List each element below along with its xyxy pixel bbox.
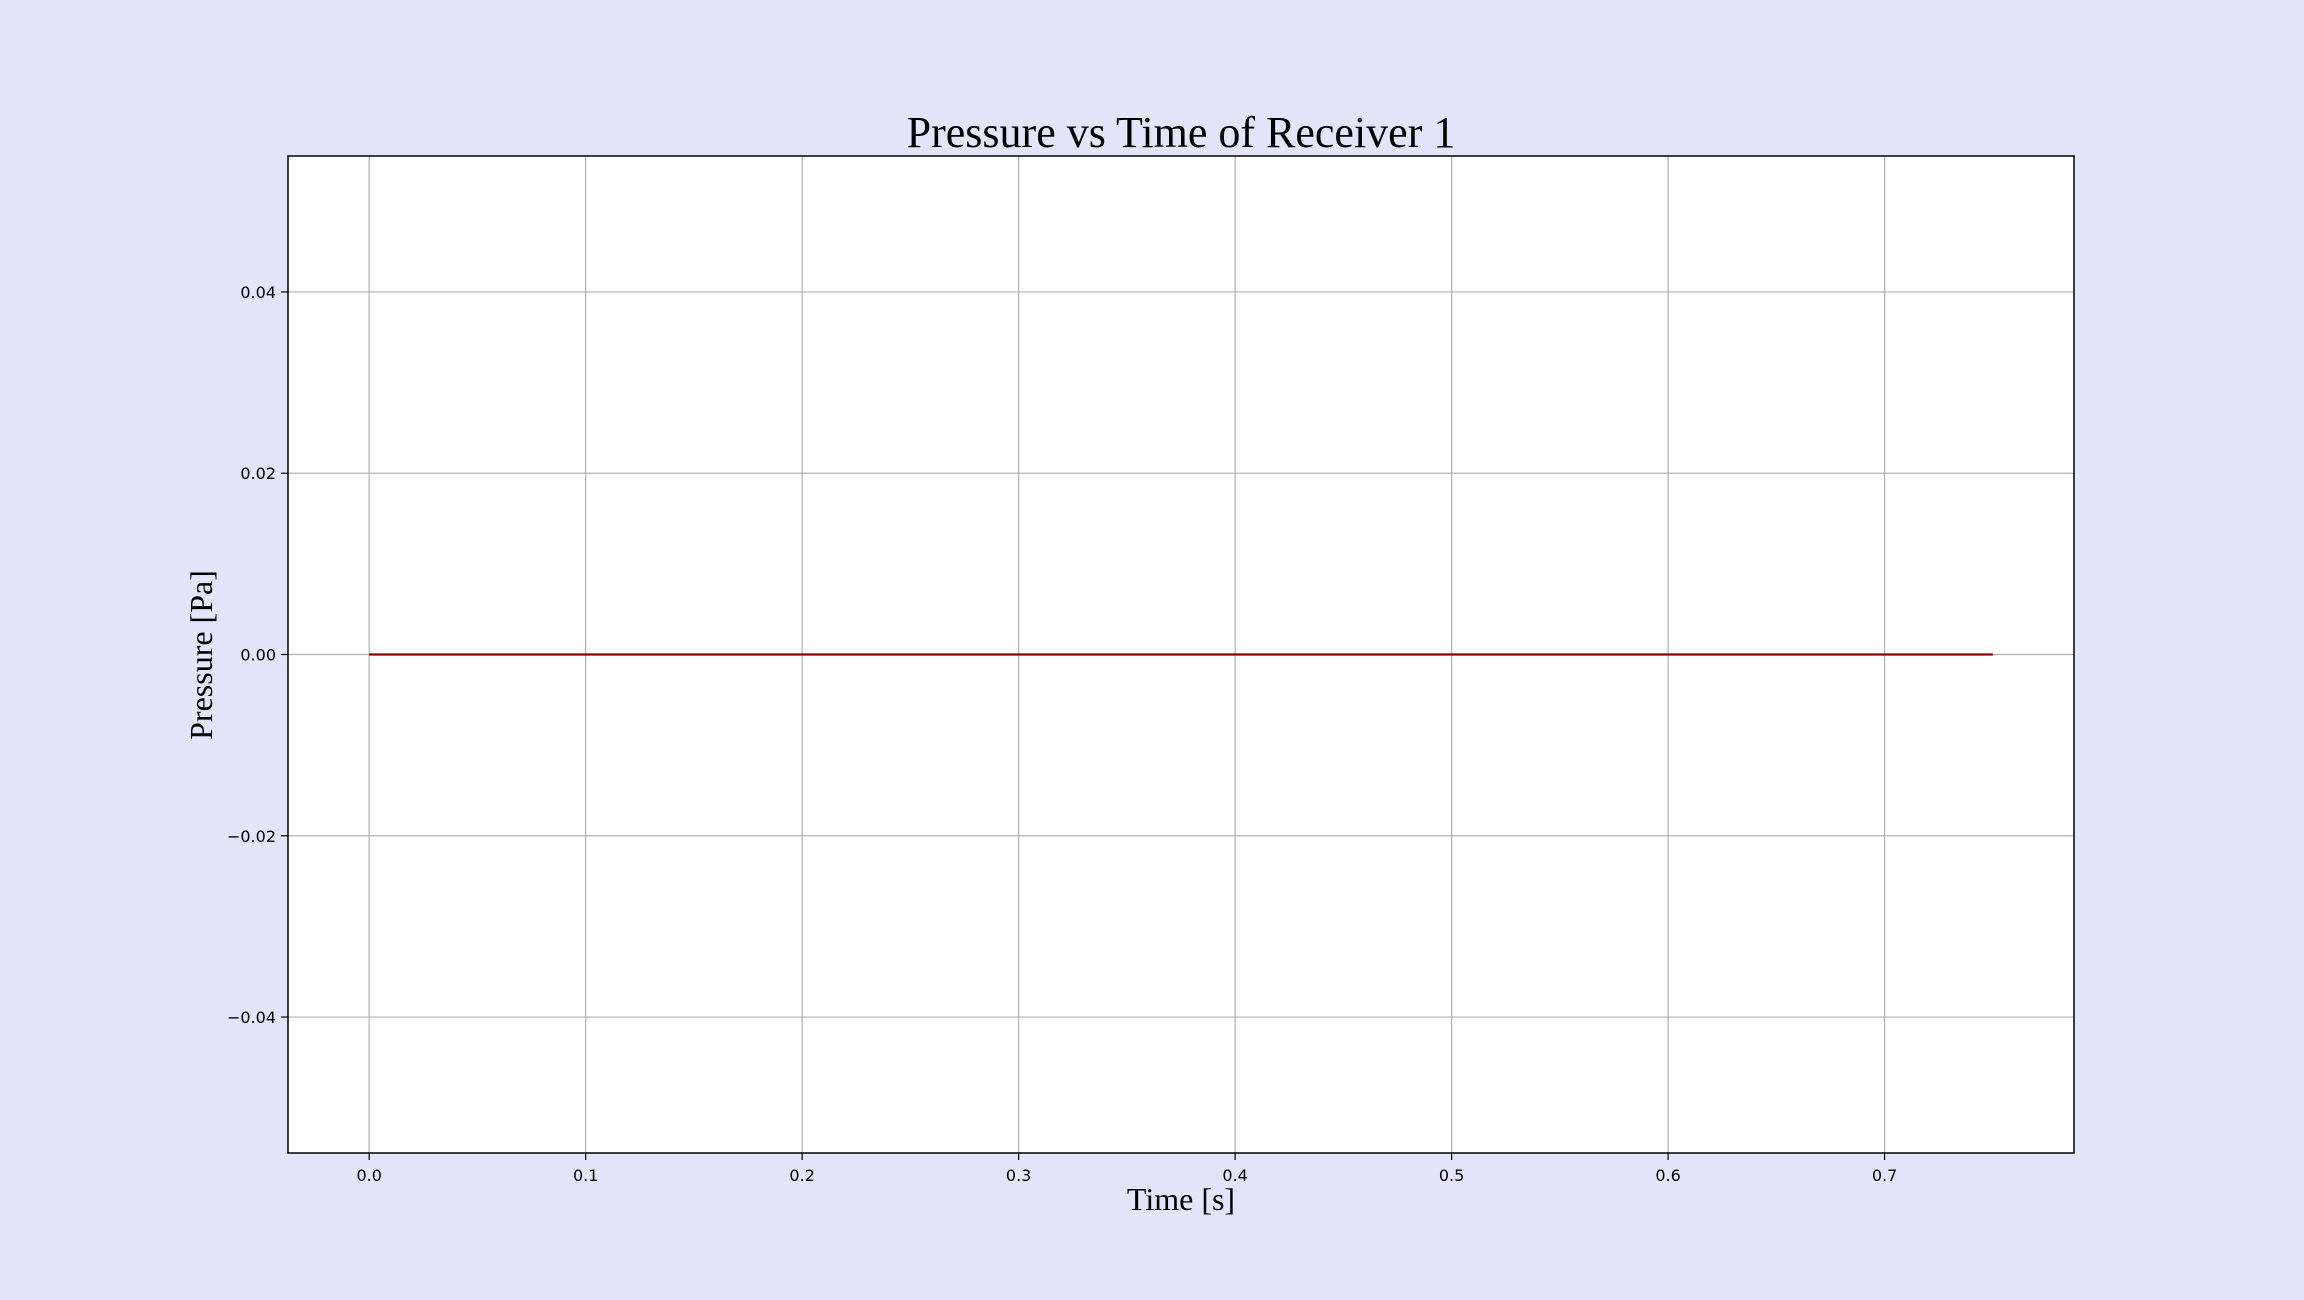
y-tick-label: −0.04: [227, 1008, 276, 1027]
chart-title: Pressure vs Time of Receiver 1: [907, 108, 1456, 157]
x-tick-label: 0.2: [789, 1166, 814, 1185]
x-tick-label: 0.5: [1439, 1166, 1464, 1185]
y-axis-label: Pressure [Pa]: [183, 570, 219, 740]
y-tick-label: −0.02: [227, 827, 276, 846]
y-tick-label: 0.04: [240, 283, 276, 302]
x-tick-label: 0.1: [573, 1166, 598, 1185]
x-tick-label: 0.4: [1222, 1166, 1247, 1185]
x-axis-label: Time [s]: [1127, 1181, 1235, 1217]
x-axis: 0.0 0.1 0.2 0.3 0.4 0.5 0.6 0.7: [356, 1153, 1897, 1185]
y-tick-label: 0.02: [240, 464, 276, 483]
y-axis: −0.04 −0.02 0.00 0.02 0.04: [227, 283, 288, 1027]
x-tick-label: 0.3: [1006, 1166, 1031, 1185]
y-tick-label: 0.00: [240, 646, 276, 665]
x-tick-label: 0.0: [356, 1166, 381, 1185]
x-tick-label: 0.7: [1872, 1166, 1897, 1185]
x-tick-label: 0.6: [1655, 1166, 1680, 1185]
